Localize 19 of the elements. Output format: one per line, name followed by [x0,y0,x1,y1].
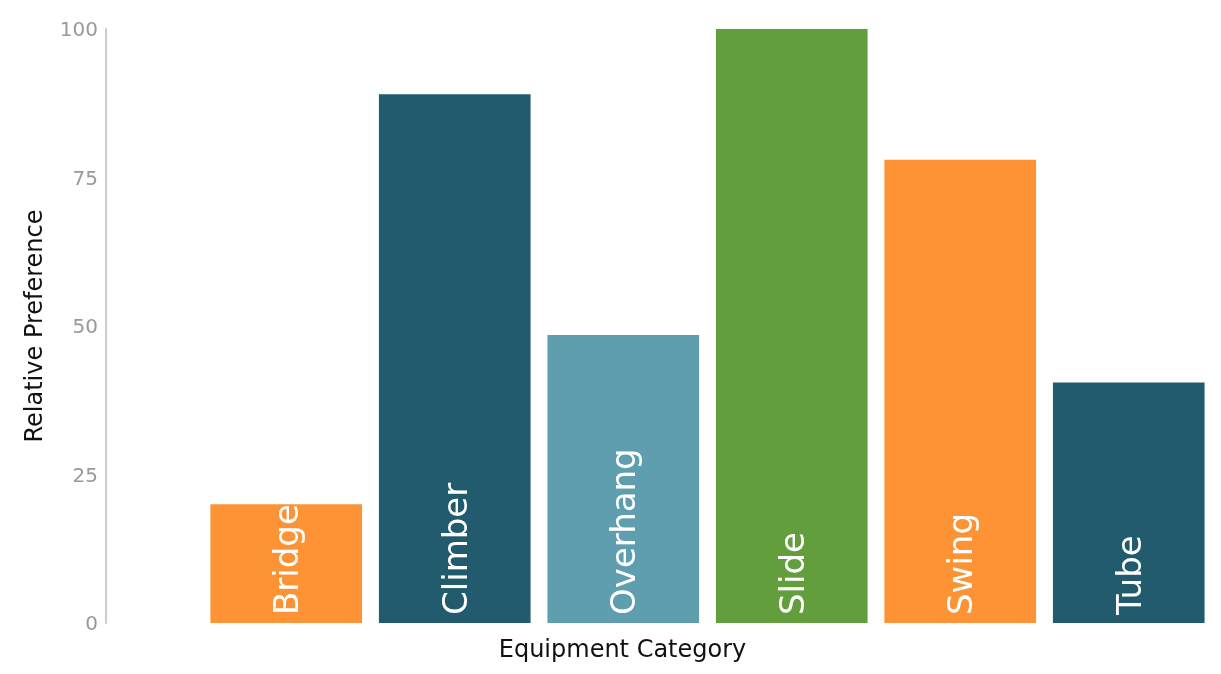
bar [547,334,700,623]
y-tick-label: 0 [85,611,98,635]
y-tick-label: 25 [72,462,98,487]
x-tick-label: Overhang [603,448,644,615]
x-tick-label: Slide [771,532,812,615]
y-tick-label: 100 [59,17,98,41]
bar [884,159,1037,623]
bar [715,29,868,623]
x-axis-title: Equipment Category [498,635,747,663]
y-tick-label: 75 [72,165,98,190]
y-axis-title: Relative Preference [20,209,48,443]
x-tick-label: Climber [434,482,475,615]
y-tick-label: 50 [72,314,98,338]
x-tick-label: Bridge [266,504,307,615]
x-tick-label: Tube [1108,535,1149,616]
x-tick-label: Swing [940,513,981,615]
bar [378,94,531,623]
bar [210,504,363,623]
bar [1052,382,1205,623]
